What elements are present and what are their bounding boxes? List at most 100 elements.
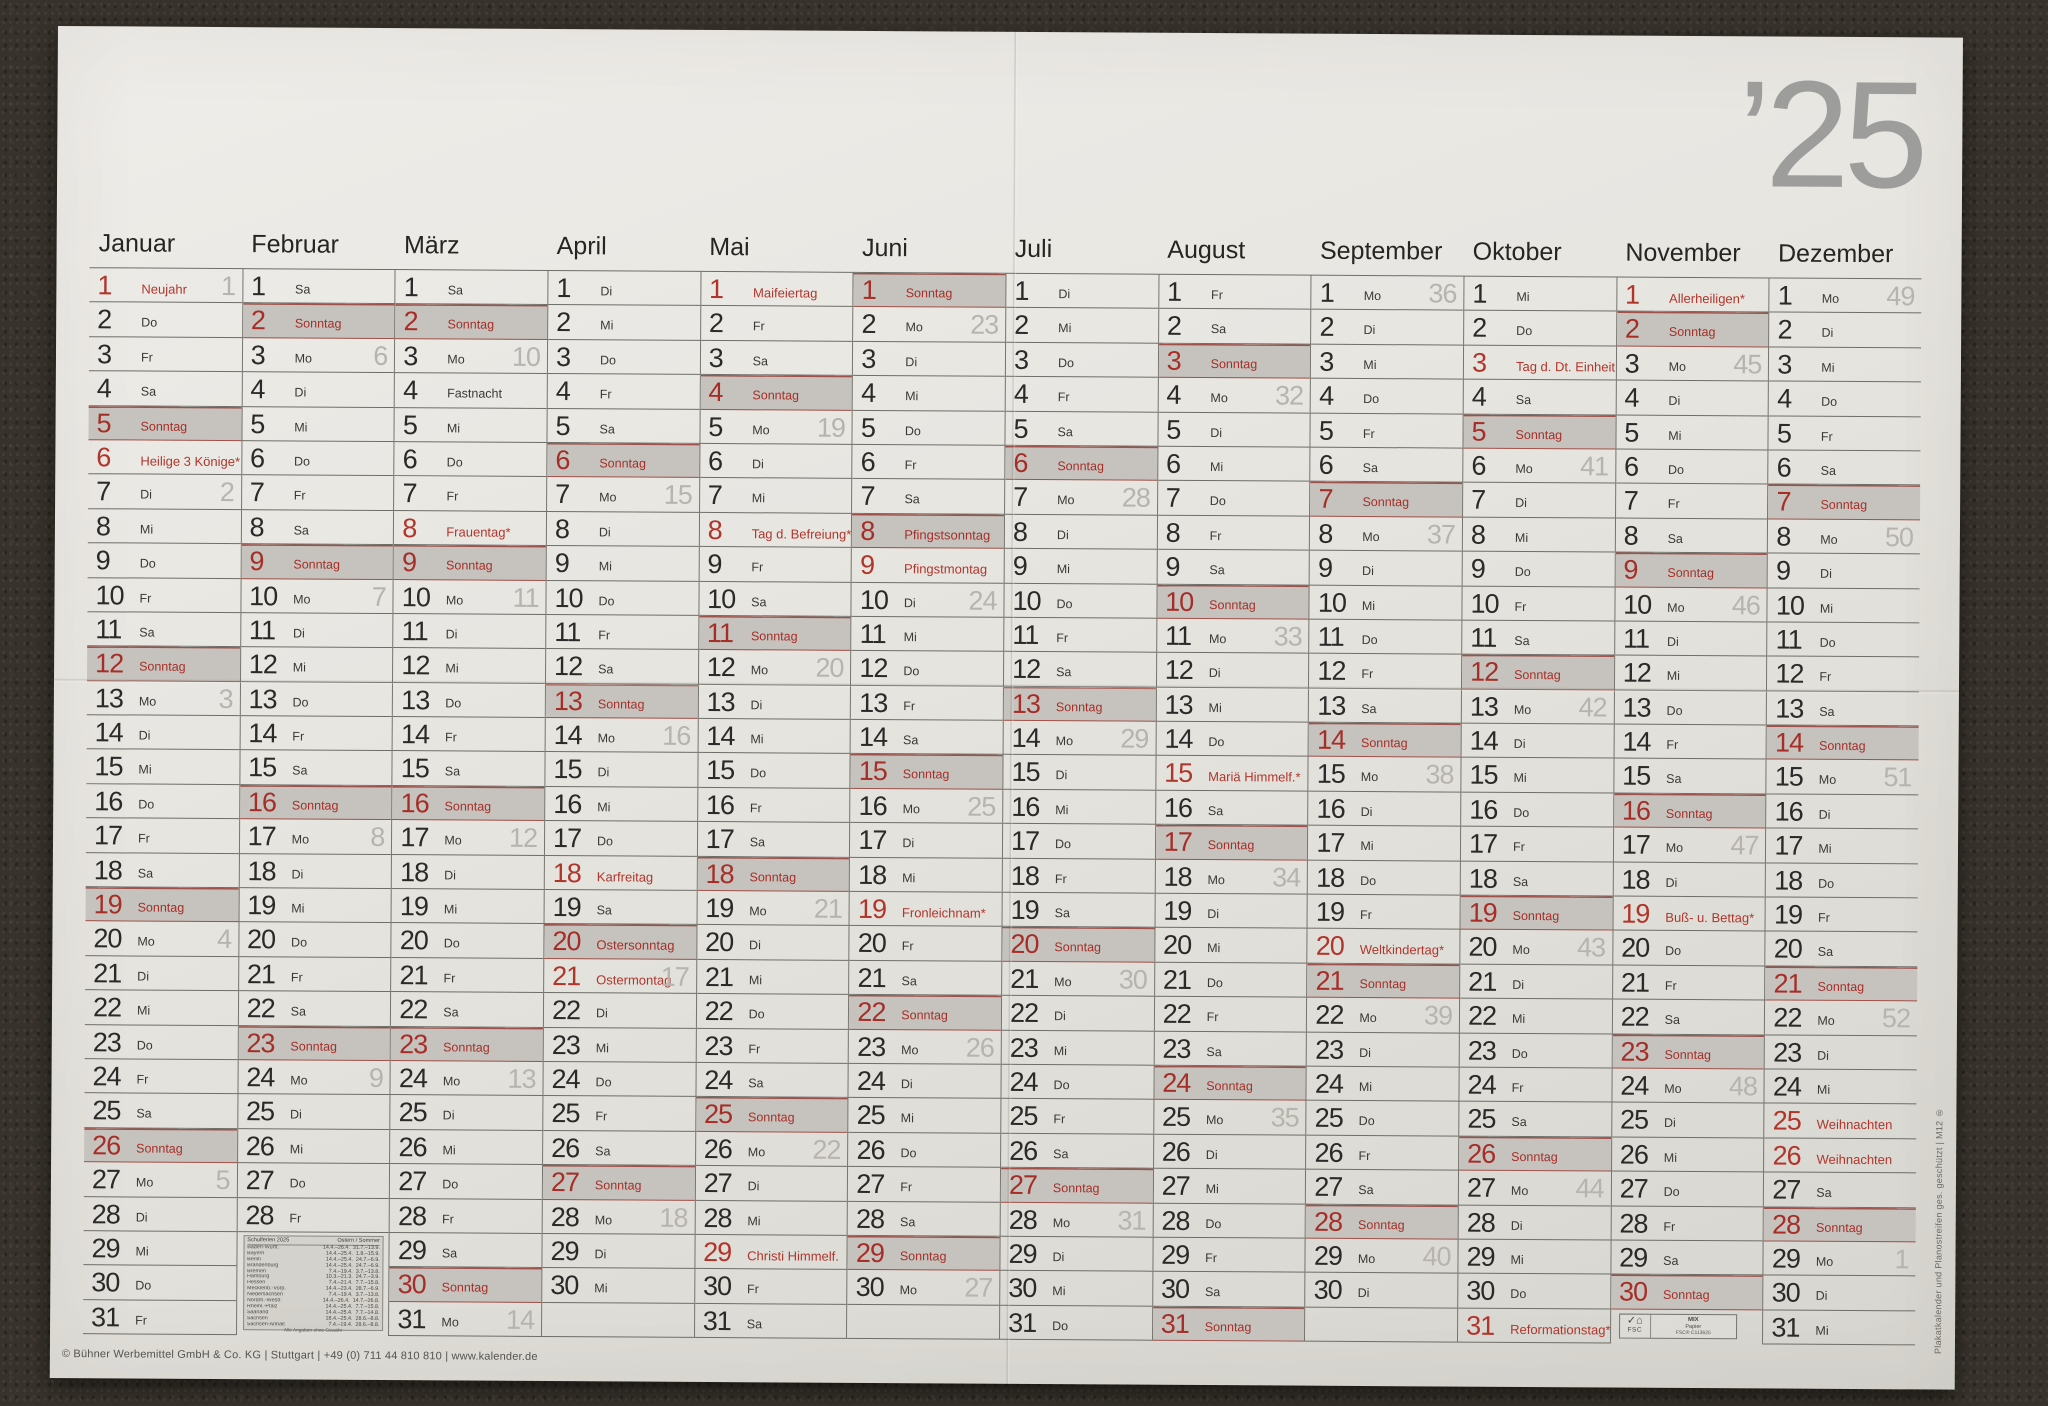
- day-cell: 17 Mo 47: [1613, 827, 1766, 864]
- day-cell: 8 Tag d. Befreiung*: [699, 512, 852, 548]
- week-number: 23: [970, 309, 999, 341]
- day-cell: 28 Mo 31: [1000, 1202, 1153, 1238]
- weekday-label: Di: [1515, 496, 1528, 511]
- sunday-label: Sonntag: [446, 558, 493, 573]
- day-cell: 12 Sonntag: [87, 646, 240, 682]
- day-cell: 27 Di: [695, 1166, 848, 1202]
- day-number: 30: [397, 1269, 426, 1300]
- day-cell: 29 Sa: [1611, 1240, 1763, 1276]
- holiday-label: Pfingstmontag: [904, 561, 988, 577]
- weekday-label: Sa: [1819, 704, 1835, 719]
- day-number: 12: [1317, 656, 1346, 687]
- day-cell: 26 Sonntag: [1459, 1136, 1611, 1172]
- weekday-label: Sa: [748, 1076, 764, 1091]
- day-cell: 26 Mo 22: [695, 1131, 848, 1167]
- weekday-label: Mi: [292, 660, 307, 675]
- day-cell: 16 Sonntag: [239, 784, 392, 821]
- day-cell: 23 Mi: [1001, 1030, 1154, 1066]
- day-cell: 20 Do: [1613, 930, 1765, 967]
- day-number: 14: [1316, 724, 1346, 755]
- weekday-label: Mo: [1815, 1254, 1834, 1269]
- day-cell: 14 Fr: [240, 716, 393, 752]
- day-cell: 17 Mi: [1766, 828, 1919, 865]
- day-cell: 31 Mi: [1763, 1310, 1916, 1346]
- sunday-label: Sonntag: [1362, 495, 1410, 510]
- day-cell: 30 Di: [1305, 1272, 1458, 1309]
- day-cell: 31 Mo 14: [389, 1301, 542, 1338]
- weekday-label: Mo: [1207, 872, 1225, 887]
- weekday-label: Sa: [1206, 1044, 1222, 1059]
- day-cell: 21 Fr: [391, 957, 544, 994]
- day-number: 13: [1164, 689, 1193, 720]
- day-cell: 29 Di: [1000, 1236, 1153, 1273]
- day-number: 10: [401, 581, 431, 612]
- weekday-label: Sa: [1209, 563, 1225, 578]
- week-number: 2: [219, 477, 234, 508]
- day-number: 3: [1471, 347, 1487, 378]
- day-number: 2: [1166, 311, 1182, 342]
- day-number: 10: [859, 584, 889, 615]
- month-column-mrz: März 1 Sa 2 Sonntag 3 Mo 10 4 Fastnacht 5 Mi 6 Do 7 Fr 8…: [388, 228, 548, 1338]
- day-cell: 17 Sa: [697, 822, 850, 858]
- weekday-label: Mi: [135, 1244, 149, 1259]
- day-cell: 15 Mi: [1461, 758, 1614, 794]
- holiday-label: Weltkindertag*: [1359, 942, 1445, 958]
- day-number: 17: [1621, 829, 1650, 860]
- day-number: 17: [1774, 830, 1803, 861]
- weekday-label: Do: [1358, 1114, 1375, 1129]
- day-cell: 22 Do: [696, 994, 849, 1030]
- day-cell: 2 Mo 23: [853, 307, 1006, 343]
- day-number: 22: [246, 993, 275, 1024]
- day-cell: 19 Di: [1155, 893, 1308, 930]
- day-number: 10: [249, 580, 278, 611]
- day-number: 8: [1623, 520, 1638, 551]
- day-cell: 5 Sa: [547, 408, 700, 444]
- day-number: 3: [1624, 348, 1639, 379]
- holiday-label: Tag d. Dt. Einheit: [1515, 358, 1616, 375]
- weekday-label: Sa: [598, 662, 614, 677]
- day-number: 18: [705, 858, 734, 889]
- day-cell: 22 Sa: [1612, 999, 1765, 1036]
- day-number: 2: [556, 307, 571, 338]
- weekday-label: Sa: [1207, 803, 1224, 818]
- school-holidays-table: Schulferien 2025 Ostern / Sommer Baden-Wür…: [237, 1232, 389, 1336]
- day-cell: 28 Do: [1153, 1203, 1306, 1239]
- day-cell: 22 Sa: [391, 992, 544, 1028]
- week-number: 39: [1423, 1000, 1453, 1031]
- day-cell: 10 Do: [546, 580, 699, 616]
- day-cell: 23 Di: [1307, 1032, 1459, 1068]
- weekday-label: Do: [293, 454, 311, 469]
- day-cell: 12 Sonntag: [1462, 654, 1614, 691]
- day-number: 29: [1771, 1243, 1801, 1274]
- day-number: 18: [1774, 865, 1803, 896]
- day-number: 14: [553, 720, 582, 751]
- day-cell: 17 Fr: [85, 818, 239, 854]
- weekday-label: Mi: [446, 420, 461, 436]
- day-cell: 4 Do: [1769, 381, 1921, 417]
- day-number: 19: [93, 889, 122, 920]
- empty-day-cell: [847, 1304, 1000, 1340]
- day-number: 25: [1009, 1101, 1038, 1132]
- weekday-label: Do: [595, 1075, 612, 1090]
- day-number: 6: [860, 446, 875, 477]
- day-cell: 8 Sa: [1615, 518, 1768, 554]
- sunday-label: Sonntag: [1817, 979, 1865, 994]
- day-cell: 18 Do: [1766, 863, 1918, 899]
- day-number: 7: [555, 479, 570, 510]
- weekday-label: Di: [1056, 527, 1069, 542]
- day-cell: 3 Tag d. Dt. Einheit: [1463, 345, 1616, 381]
- weekday-label: Mi: [1055, 802, 1069, 818]
- weekday-label: Fr: [1817, 910, 1830, 925]
- day-number: 16: [1163, 792, 1193, 823]
- day-number: 7: [1165, 483, 1180, 514]
- weekday-label: Di: [444, 868, 457, 883]
- day-number: 25: [1467, 1104, 1496, 1135]
- holiday-label: Buß- u. Bettag*: [1665, 909, 1755, 926]
- day-cell: 6 Mi: [1157, 446, 1310, 482]
- day-cell: 6 Do: [241, 441, 394, 477]
- sunday-label: Sonntag: [293, 557, 341, 572]
- day-cell: 4 Do: [1311, 378, 1463, 415]
- weekday-label: Mo: [749, 904, 767, 919]
- day-cell: 14 Sonntag: [1766, 725, 1919, 761]
- day-number: 11: [1164, 620, 1192, 651]
